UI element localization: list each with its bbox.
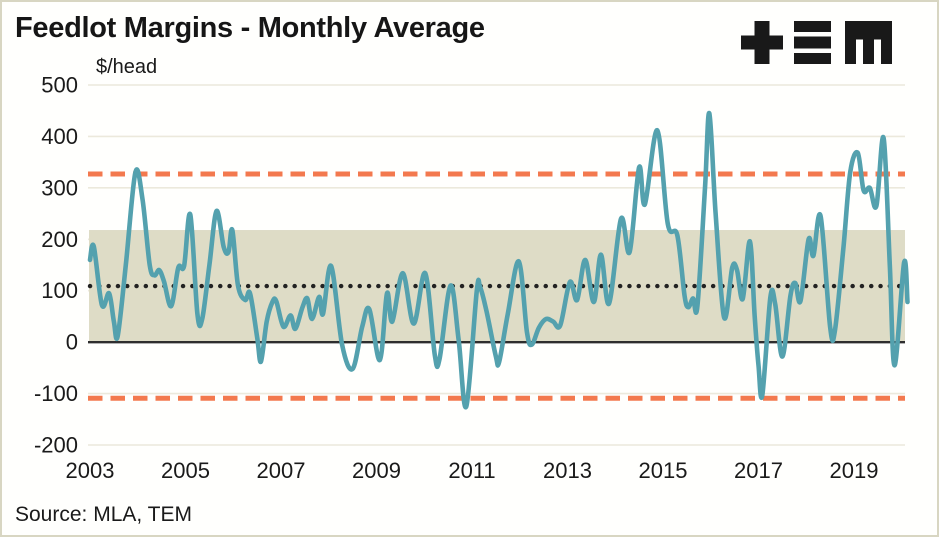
x-tick-label: 2005 [161,458,210,483]
x-tick-label: 2007 [257,458,306,483]
y-tick-label: 100 [41,278,78,303]
x-tick-label: 2019 [830,458,879,483]
x-tick-label: 2011 [448,458,495,483]
y-tick-label: 300 [41,175,78,200]
x-tick-label: 2015 [639,458,688,483]
source-note: Source: MLA, TEM [15,503,193,526]
x-tick-label: 2017 [734,458,783,483]
y-tick-label: 200 [41,227,78,252]
y-tick-label: 500 [41,73,78,98]
tem-logo [741,21,892,64]
y-tick-label: 0 [66,330,78,355]
y-axis-unit-label: $/head [96,56,158,78]
logo-m-icon [845,21,892,64]
x-tick-label: 2009 [352,458,401,483]
page-title: Feedlot Margins - Monthly Average [15,12,485,44]
x-tick-label: 2013 [543,458,592,483]
y-tick-label: -200 [34,433,78,458]
logo-bars-icon [794,21,831,32]
x-tick-label: 2003 [66,458,115,483]
y-tick-label: -100 [34,381,78,406]
y-tick-label: 400 [41,124,78,149]
